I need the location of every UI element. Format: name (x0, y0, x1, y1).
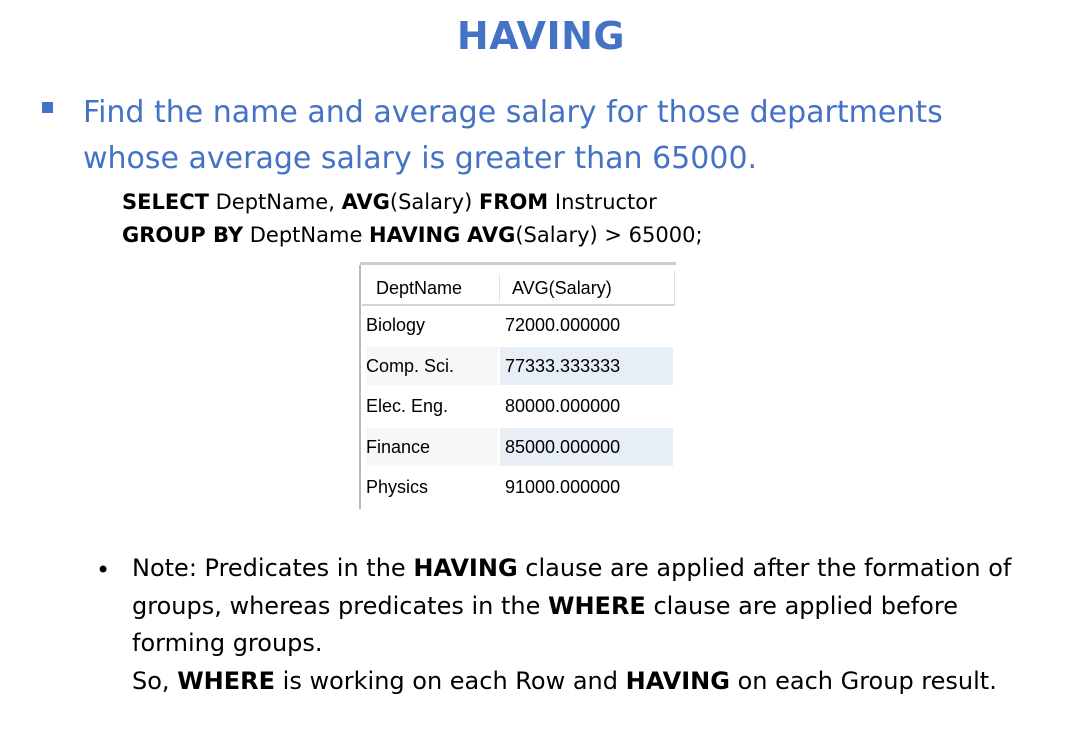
sql-text: (Salary) > 65000; (515, 223, 702, 247)
result-grid: DeptName AVG(Salary) Biology 72000.00000… (358, 262, 675, 508)
cell-deptname: Biology (366, 306, 498, 344)
cell-avg-salary: 72000.000000 (500, 306, 673, 344)
sql-query: SELECT DeptName, AVG(Salary) FROM Instru… (122, 186, 703, 252)
note-keyword: HAVING (413, 554, 517, 582)
main-line-2: whose average salary is greater than 650… (83, 136, 1043, 182)
note-text: Note: Predicates in the (132, 554, 413, 582)
sql-line-1: SELECT DeptName, AVG(Salary) FROM Instru… (122, 186, 703, 219)
table-row[interactable]: Finance 85000.000000 (362, 428, 674, 468)
note-text: So, (132, 667, 177, 695)
table-row[interactable]: Elec. Eng. 80000.000000 (362, 387, 674, 427)
column-divider[interactable] (499, 274, 500, 302)
main-line-1: Find the name and average salary for tho… (83, 90, 1043, 136)
sql-text: DeptName, (209, 190, 342, 214)
column-header-deptname[interactable]: DeptName (376, 275, 462, 301)
sql-text: DeptName (243, 223, 369, 247)
cell-deptname: Physics (366, 468, 498, 506)
sql-keyword: AVG (342, 190, 390, 214)
note-part-2: So, WHERE is working on each Row and HAV… (132, 663, 1052, 701)
grid-left-border (359, 265, 361, 509)
note-part-1: Note: Predicates in the HAVING clause ar… (132, 550, 1052, 663)
cell-avg-salary: 85000.000000 (500, 428, 673, 466)
cell-deptname: Elec. Eng. (366, 387, 498, 425)
note-bullet-icon: • (96, 552, 110, 590)
table-row[interactable]: Biology 72000.000000 (362, 306, 674, 346)
table-row[interactable]: Comp. Sci. 77333.333333 (362, 347, 674, 387)
sql-keyword: FROM (479, 190, 548, 214)
sql-text (460, 223, 467, 247)
column-header-avg-salary[interactable]: AVG(Salary) (512, 275, 612, 301)
note-keyword: WHERE (548, 592, 646, 620)
sql-line-2: GROUP BY DeptName HAVING AVG(Salary) > 6… (122, 219, 703, 252)
sql-keyword: GROUP BY (122, 223, 243, 247)
note-paragraph: Note: Predicates in the HAVING clause ar… (132, 550, 1052, 700)
cell-avg-salary: 80000.000000 (500, 387, 673, 425)
note-text: on each Group result. (730, 667, 997, 695)
cell-deptname: Finance (366, 428, 498, 466)
slide-title: HAVING (0, 14, 1082, 58)
note-keyword: HAVING (626, 667, 730, 695)
table-row[interactable]: Physics 91000.000000 (362, 468, 674, 508)
sql-keyword: AVG (467, 223, 515, 247)
grid-header-row: DeptName AVG(Salary) (362, 270, 675, 306)
cell-avg-salary: 77333.333333 (500, 347, 673, 385)
cell-deptname: Comp. Sci. (366, 347, 498, 385)
sql-keyword: HAVING (369, 223, 460, 247)
note-text: is working on each Row and (275, 667, 626, 695)
bullet-square-icon (42, 102, 53, 113)
main-bullet-text: Find the name and average salary for tho… (83, 90, 1043, 182)
cell-avg-salary: 91000.000000 (500, 468, 673, 506)
sql-keyword: SELECT (122, 190, 209, 214)
sql-text: (Salary) (390, 190, 479, 214)
grid-top-border (360, 262, 676, 265)
sql-text: Instructor (548, 190, 657, 214)
note-keyword: WHERE (177, 667, 275, 695)
